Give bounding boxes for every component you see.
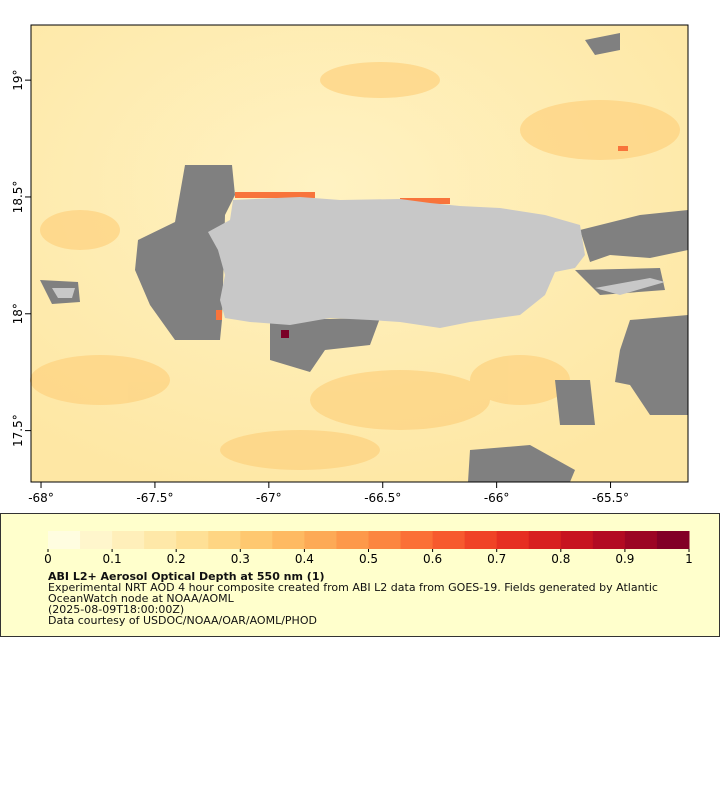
colorbar-segment	[304, 531, 337, 549]
aod-patches	[30, 62, 680, 470]
colorbar-segment	[272, 531, 305, 549]
legend-credit: Data courtesy of USDOC/NOAA/OAR/AOML/PHO…	[48, 614, 317, 627]
lon-tick-label: -66.5°	[364, 491, 401, 505]
lon-tick-label: -67°	[256, 491, 282, 505]
lon-tick-label: -66°	[484, 491, 510, 505]
colorbar-segment	[624, 531, 658, 549]
lon-tick-label: -65.5°	[592, 491, 629, 505]
legend-title: ABI L2+ Aerosol Optical Depth at 550 nm …	[48, 570, 325, 583]
colorbar-segment	[528, 531, 562, 549]
colorbar-tick-label: 0.9	[615, 552, 634, 566]
puerto-rico-land	[208, 197, 585, 328]
vieques-land	[595, 278, 665, 295]
colorbar-segment	[496, 531, 530, 549]
colorbar-tick-label: 1	[685, 552, 693, 566]
map-area	[30, 24, 689, 483]
map-frame	[30, 24, 689, 483]
colorbar-tick-label: 0.2	[167, 552, 186, 566]
colorbar-segment	[400, 531, 434, 549]
colorbar-tick-label: 0	[44, 552, 52, 566]
colorbar-segment	[208, 531, 241, 549]
colorbar: 0 0.1 0.2 0.3 0.4 0.5 0.6 0.7 0.8 0.9 1	[44, 531, 693, 566]
lat-tick-label: 17.5°	[11, 414, 25, 447]
colorbar-segment	[592, 531, 626, 549]
colorbar-segment	[432, 531, 466, 549]
colorbar-segment	[48, 531, 81, 549]
no-data	[40, 33, 688, 482]
legend-box: 0 0.1 0.2 0.3 0.4 0.5 0.6 0.7 0.8 0.9 1 ABI L2+ Ae…	[0, 513, 720, 637]
legend-description: Experimental NRT AOD 4 hour composite cr…	[48, 581, 658, 605]
colorbar-tick-label: 0.5	[359, 552, 378, 566]
lat-tick-label: 18.5°	[11, 181, 25, 214]
colorbar-segment	[144, 531, 177, 549]
lon-tick-label: -67.5°	[136, 491, 173, 505]
lat-tick-label: 19°	[11, 69, 25, 90]
colorbar-segment	[112, 531, 145, 549]
colorbar-segment	[240, 531, 273, 549]
colorbar-segment	[656, 531, 690, 549]
colorbar-tick-label: 0.3	[231, 552, 250, 566]
colorbar-segment	[336, 531, 369, 549]
colorbar-tick-label: 0.4	[295, 552, 314, 566]
colorbar-segment	[176, 531, 209, 549]
lat-tick-label: 18°	[11, 303, 25, 324]
map-figure: -68° -67.5° -67° -66.5° -66° -65.5° 19° 18.5° 18…	[11, 24, 689, 505]
coast-high-aod	[216, 146, 628, 320]
aod-hotspot	[281, 330, 289, 338]
colorbar-tick-label: 0.6	[423, 552, 442, 566]
mona-land	[52, 288, 75, 298]
colorbar-segment	[80, 531, 113, 549]
colorbar-tick-label: 0.8	[551, 552, 570, 566]
legend-text: ABI L2+ Aerosol Optical Depth at 550 nm …	[48, 571, 688, 626]
lon-tick-label: -68°	[28, 491, 54, 505]
colorbar-segment	[560, 531, 594, 549]
legend-time: (2025-08-09T18:00:00Z)	[48, 603, 185, 616]
colorbar-segment	[368, 531, 402, 549]
colorbar-segment	[464, 531, 498, 549]
colorbar-tick-label: 0.7	[487, 552, 506, 566]
colorbar-tick-label: 0.1	[103, 552, 122, 566]
